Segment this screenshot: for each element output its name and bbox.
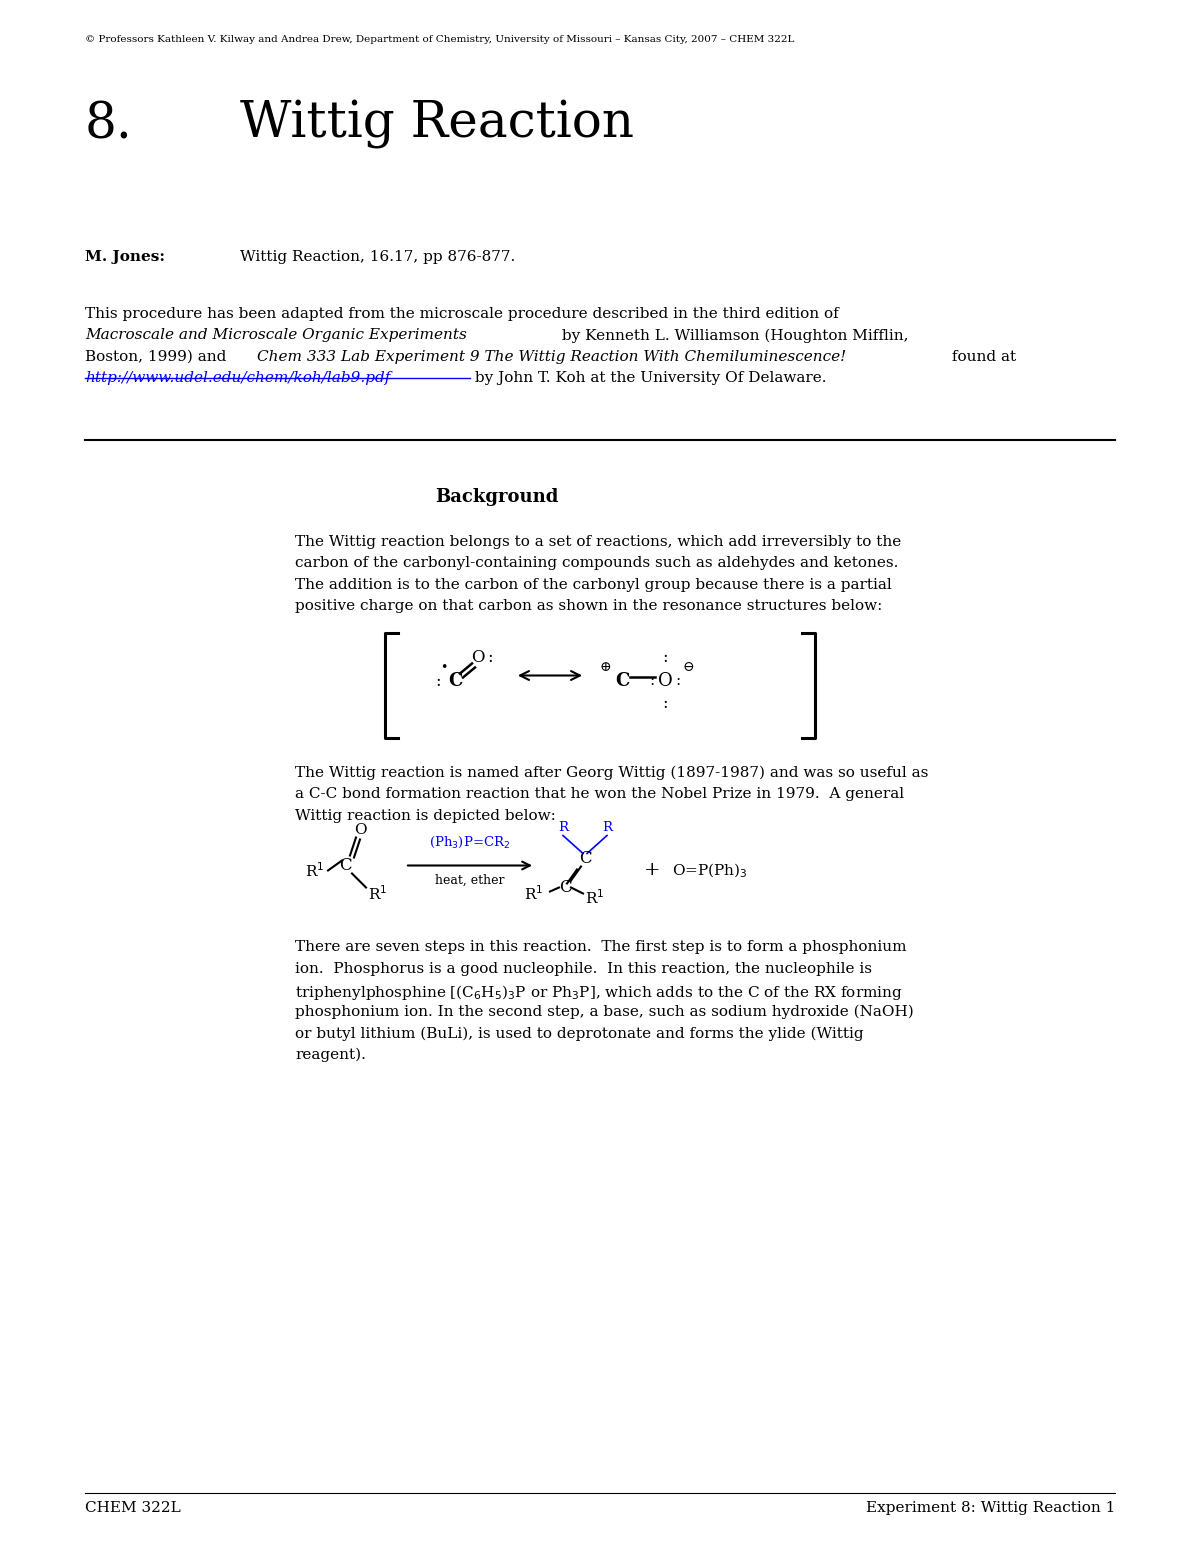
Text: Wittig Reaction, 16.17, pp 876-877.: Wittig Reaction, 16.17, pp 876-877. (240, 250, 515, 264)
Text: Wittig reaction is depicted below:: Wittig reaction is depicted below: (295, 809, 556, 823)
Text: (Ph$_3$)P=CR$_2$: (Ph$_3$)P=CR$_2$ (430, 836, 511, 851)
Text: R: R (602, 822, 612, 834)
Text: :: : (649, 674, 655, 688)
Text: positive charge on that carbon as shown in the resonance structures below:: positive charge on that carbon as shown … (295, 599, 882, 613)
Text: ion.  Phosphorus is a good nucleophile.  In this reaction, the nucleophile is: ion. Phosphorus is a good nucleophile. I… (295, 961, 872, 975)
Text: C: C (338, 857, 352, 874)
Text: a C-C bond formation reaction that he won the Nobel Prize in 1979.  A general: a C-C bond formation reaction that he wo… (295, 787, 904, 801)
Text: R$^1$: R$^1$ (305, 862, 324, 881)
Text: This procedure has been adapted from the microscale procedure described in the t: This procedure has been adapted from the… (85, 307, 839, 321)
Text: M. Jones:: M. Jones: (85, 250, 166, 264)
Text: The Wittig reaction is named after Georg Wittig (1897-1987) and was so useful as: The Wittig reaction is named after Georg… (295, 766, 929, 781)
Text: found at: found at (947, 349, 1016, 363)
Text: C: C (448, 672, 462, 691)
Text: by John T. Koh at the University Of Delaware.: by John T. Koh at the University Of Dela… (470, 371, 827, 385)
Text: C: C (578, 849, 592, 867)
Text: :: : (662, 696, 668, 711)
Text: R: R (558, 822, 568, 834)
Text: 8.: 8. (85, 99, 133, 149)
Text: phosphonium ion. In the second step, a base, such as sodium hydroxide (NaOH): phosphonium ion. In the second step, a b… (295, 1005, 913, 1019)
Text: © Professors Kathleen V. Kilway and Andrea Drew, Department of Chemistry, Univer: © Professors Kathleen V. Kilway and Andr… (85, 36, 794, 43)
Text: C: C (614, 672, 629, 691)
Text: R$^1$: R$^1$ (586, 888, 605, 907)
Text: C: C (559, 879, 571, 896)
Text: :: : (662, 649, 668, 666)
Text: :: : (436, 672, 440, 690)
Text: or butyl lithium (BuLi), is used to deprotonate and forms the ylide (Wittig: or butyl lithium (BuLi), is used to depr… (295, 1027, 864, 1041)
Text: Background: Background (434, 488, 558, 506)
Text: Macroscale and Microscale Organic Experiments: Macroscale and Microscale Organic Experi… (85, 329, 467, 343)
Text: R$^1$: R$^1$ (368, 884, 388, 902)
Text: by Kenneth L. Williamson (Houghton Mifflin,: by Kenneth L. Williamson (Houghton Miffl… (557, 329, 908, 343)
Text: O: O (658, 672, 672, 691)
Text: reagent).: reagent). (295, 1048, 366, 1062)
Text: There are seven steps in this reaction.  The first step is to form a phosphonium: There are seven steps in this reaction. … (295, 941, 906, 955)
Text: triphenylphosphine [(C$_6$H$_5$)$_3$P or Ph$_3$P], which adds to the C of the RX: triphenylphosphine [(C$_6$H$_5$)$_3$P or… (295, 983, 902, 1003)
Text: carbon of the carbonyl-containing compounds such as aldehydes and ketones.: carbon of the carbonyl-containing compou… (295, 556, 899, 570)
Text: O: O (354, 823, 366, 837)
Text: The Wittig reaction belongs to a set of reactions, which add irreversibly to the: The Wittig reaction belongs to a set of … (295, 534, 901, 550)
Text: :: : (676, 674, 680, 688)
Text: Boston, 1999) and: Boston, 1999) and (85, 349, 232, 363)
Text: R$^1$: R$^1$ (523, 884, 542, 902)
Text: •: • (440, 662, 448, 674)
Text: The addition is to the carbon of the carbonyl group because there is a partial: The addition is to the carbon of the car… (295, 578, 892, 592)
Text: CHEM 322L: CHEM 322L (85, 1502, 181, 1516)
Text: ⊖: ⊖ (682, 660, 694, 674)
Text: :: : (487, 649, 493, 666)
Text: heat, ether: heat, ether (436, 873, 505, 887)
Text: http://www.udel.edu/chem/koh/lab9.pdf: http://www.udel.edu/chem/koh/lab9.pdf (85, 371, 390, 385)
Text: O: O (472, 649, 485, 666)
Text: +: + (643, 862, 660, 879)
Text: ⊕: ⊕ (599, 660, 611, 674)
Text: Chem 333 Lab Experiment 9 The Wittig Reaction With Chemiluminescence!: Chem 333 Lab Experiment 9 The Wittig Rea… (257, 349, 846, 363)
Text: Wittig Reaction: Wittig Reaction (240, 99, 634, 149)
Text: O=P(Ph)$_3$: O=P(Ph)$_3$ (672, 862, 748, 879)
Text: Experiment 8: Wittig Reaction 1: Experiment 8: Wittig Reaction 1 (865, 1502, 1115, 1516)
